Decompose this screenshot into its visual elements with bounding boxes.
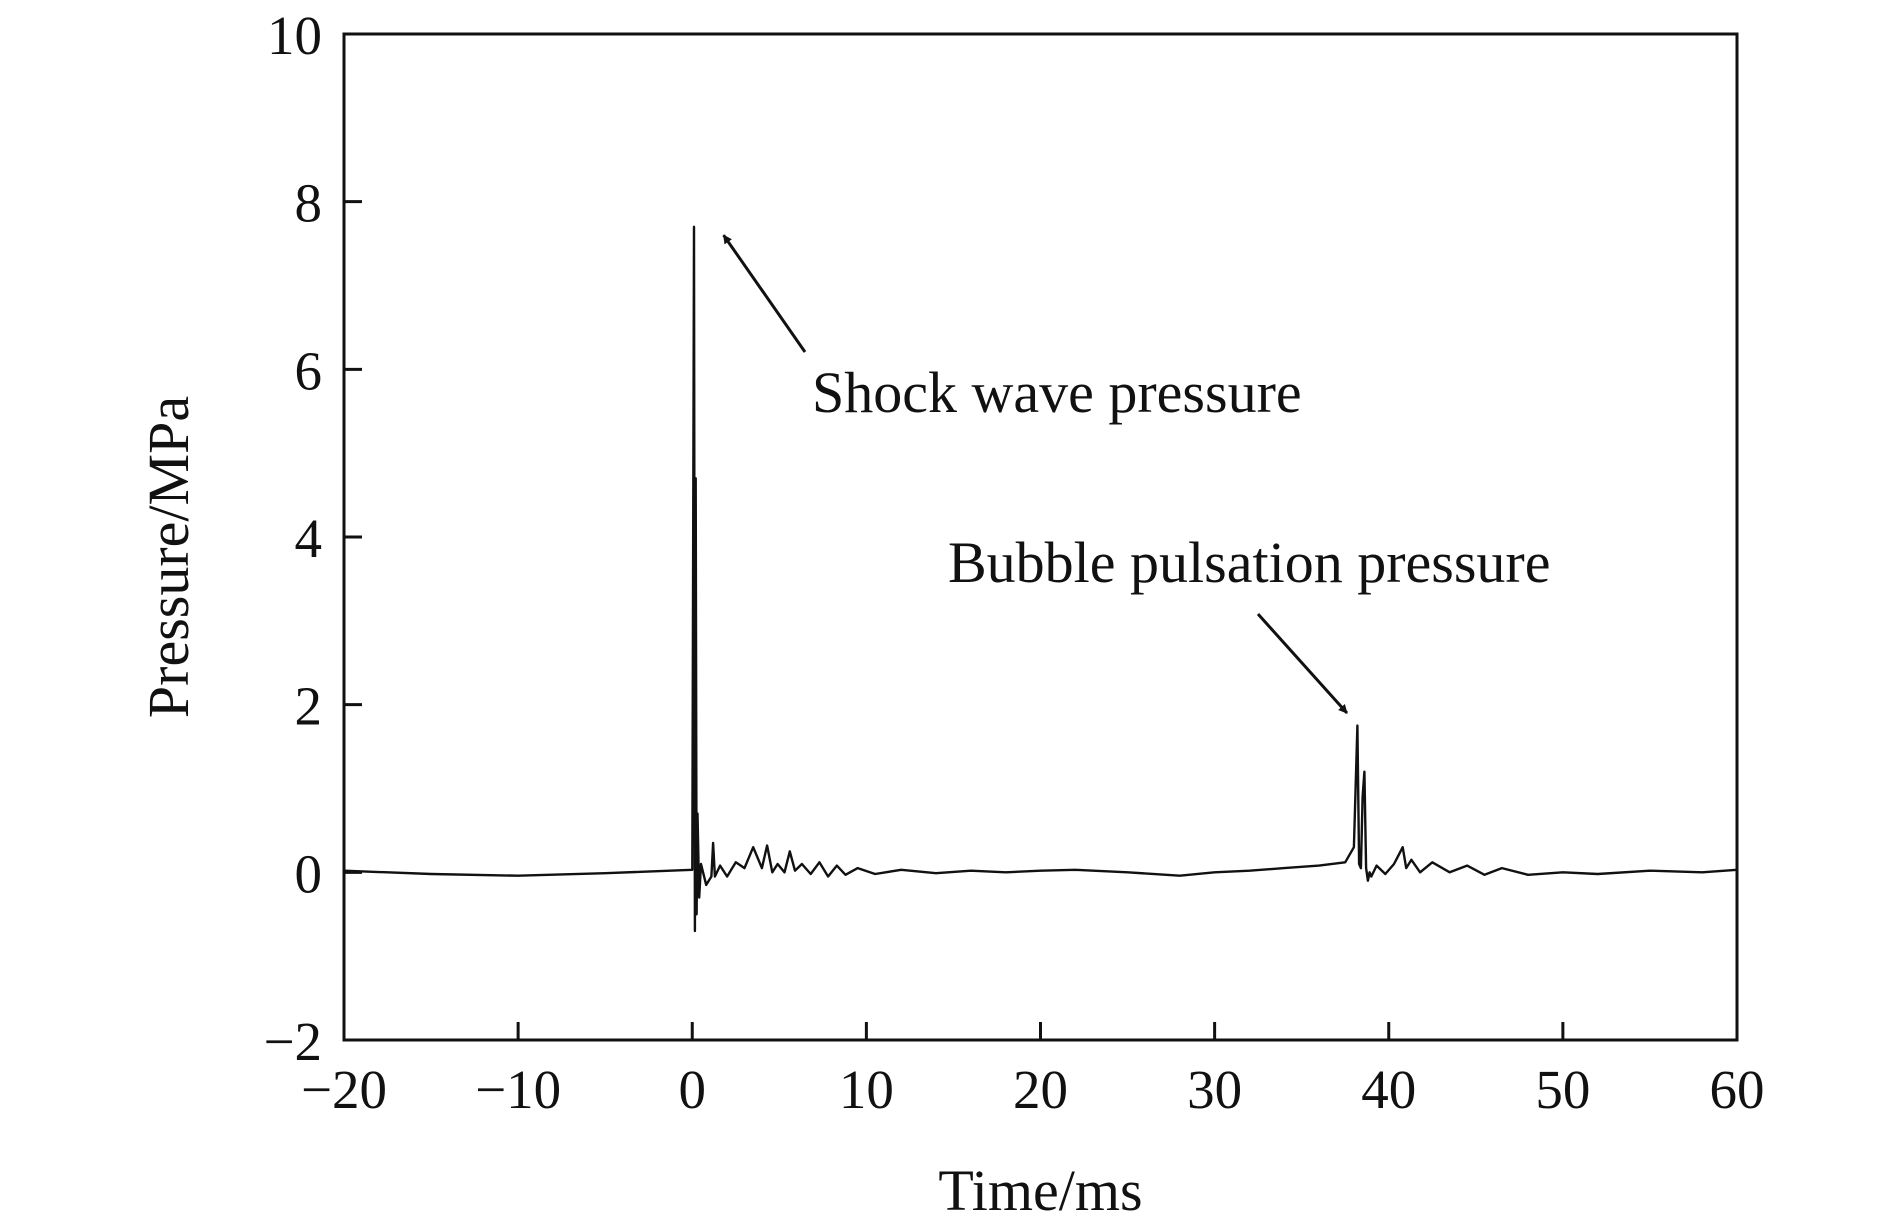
x-tick-label: 10 [839, 1059, 894, 1120]
shock-wave-arrow [722, 234, 807, 353]
y-tick-label: 8 [295, 173, 323, 234]
x-tick-label: 0 [679, 1059, 707, 1120]
y-tick-label: 10 [267, 5, 322, 66]
x-tick-label: −10 [475, 1059, 561, 1120]
x-tick-label: 30 [1187, 1059, 1242, 1120]
x-tick-label: 50 [1535, 1059, 1590, 1120]
y-axis: −2 0 2 4 6 8 10 [263, 5, 362, 1072]
annotation-bubble-pulsation-label: Bubble pulsation pressure [948, 530, 1550, 595]
y-tick-label: 4 [295, 508, 323, 569]
y-tick-label: 0 [295, 843, 323, 904]
x-tick-label: −20 [301, 1059, 387, 1120]
y-tick-label: −2 [263, 1011, 322, 1072]
y-tick-label: 6 [295, 340, 323, 401]
x-tick-label: 40 [1361, 1059, 1416, 1120]
x-axis-title: Time/ms [938, 1158, 1142, 1223]
x-axis: −20 −10 0 10 20 30 40 50 60 [301, 1022, 1765, 1120]
x-tick-label: 20 [1013, 1059, 1068, 1120]
annotations: Shock wave pressure Bubble pulsation pres… [722, 234, 1550, 715]
x-tick-label: 60 [1710, 1059, 1765, 1120]
plot-area [343, 225, 1738, 933]
annotation-shock-wave-label: Shock wave pressure [812, 360, 1302, 425]
bubble-pulsation-arrow [1256, 612, 1349, 715]
pressure-series-line [343, 225, 1738, 933]
y-axis-title: Pressure/MPa [136, 396, 201, 718]
y-tick-label: 2 [295, 676, 323, 737]
